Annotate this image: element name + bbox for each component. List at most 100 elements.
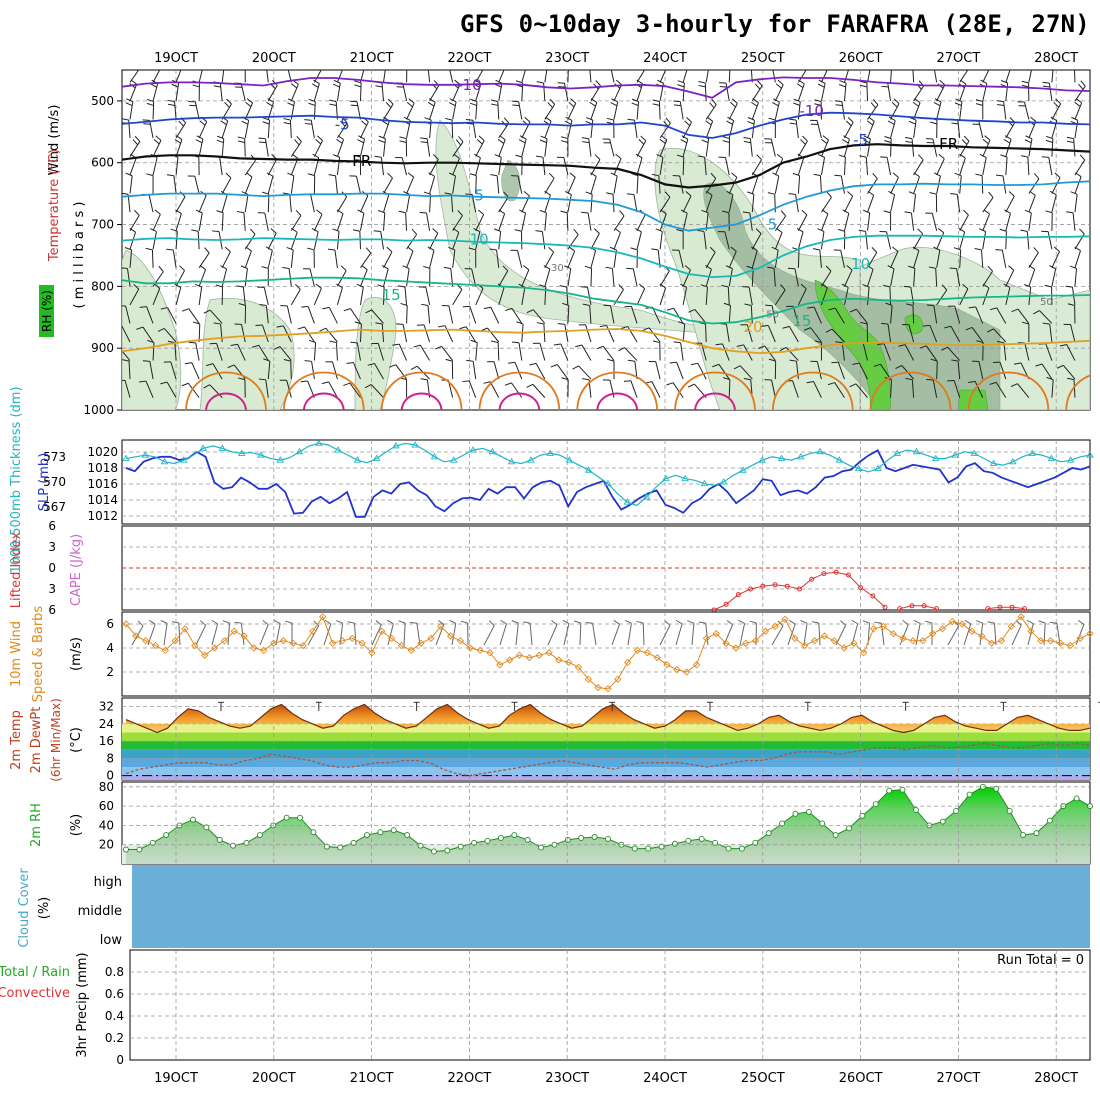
wind-barb (209, 309, 223, 324)
wind-barb (452, 158, 460, 176)
wind-barb (682, 70, 688, 83)
wind-barb-flag (465, 118, 473, 121)
wind-barb (936, 289, 948, 306)
wind-barb-flag (1000, 154, 1008, 158)
wind-barb-flag (332, 154, 340, 158)
wind-barb-flag (752, 98, 759, 103)
wind-barb-flag (838, 84, 846, 88)
wind-barb (936, 84, 946, 102)
wind-barb (636, 157, 643, 176)
contour-label: FR (939, 135, 958, 153)
wind-barb (567, 176, 576, 194)
wind-barb (819, 249, 822, 268)
wind-barb (1028, 212, 1032, 231)
wind-barb-flag (859, 155, 867, 158)
wind-barb (286, 380, 292, 398)
wind-barb (563, 83, 569, 102)
precip-panel: 00.20.40.60.8 Run Total = 0 (105, 949, 1091, 1067)
wind-barb (127, 194, 131, 213)
wind-barb-flag (1045, 210, 1053, 214)
wind-barb-flag (204, 247, 210, 254)
wind-barb (313, 342, 317, 361)
wind-barb-flag (560, 210, 568, 214)
wind-barb-flag (333, 79, 341, 84)
wind-barb (359, 323, 362, 343)
wind-speed-point (466, 644, 474, 652)
wind-barb-flag (837, 228, 845, 232)
contour-label: 50 (1040, 297, 1053, 308)
wind-barb-flag (772, 102, 779, 107)
wind-barb-flag (137, 620, 144, 627)
wind-barb (751, 176, 759, 194)
isotherm-line (122, 76, 1090, 99)
wind-barb-flag (1038, 620, 1046, 624)
wind-barb (728, 305, 731, 324)
wind-barb-flag (406, 101, 413, 108)
wind-barb (475, 214, 485, 231)
wind-speed-point (1086, 629, 1094, 638)
wind-barb-flag (1059, 344, 1067, 347)
wind-barb (795, 120, 799, 139)
rh-point (792, 810, 799, 817)
wind-barb-flag (561, 377, 569, 381)
thickness-marker (662, 474, 670, 482)
rh-point (136, 846, 143, 853)
wind-barb-flag (906, 303, 914, 306)
warm-contour (576, 371, 659, 410)
wind-barb (258, 345, 269, 361)
wind-barb (290, 141, 302, 157)
wind-barb (221, 177, 232, 194)
hot-contour (694, 392, 736, 410)
wind-barb (1003, 342, 1007, 361)
li-point (933, 606, 939, 612)
wind-barb (496, 249, 500, 268)
wind-barb-flag (328, 174, 336, 177)
wind-barb-flag (504, 382, 512, 386)
isotherm-line (122, 111, 1090, 139)
tick-label: 16 (99, 734, 114, 748)
wind-barb (1039, 310, 1053, 324)
wind-barb (425, 287, 431, 306)
wind-barb-flag (547, 102, 553, 109)
wind-barb-flag (466, 359, 474, 362)
wind-barb (835, 625, 847, 646)
cloud-unit: (%) (37, 897, 52, 920)
wind-barb-flag (974, 248, 982, 251)
wind-barb (489, 381, 500, 398)
wind-barb (705, 323, 707, 343)
thickness-marker (141, 451, 150, 458)
wind-barb-flag (807, 306, 815, 309)
wind-speed-point (299, 641, 307, 650)
wind-barb (589, 70, 592, 83)
wind-barb (751, 268, 754, 287)
wind-barb-flag (789, 122, 797, 125)
wind-barb-flag (259, 303, 267, 307)
wind-barb-flag (652, 103, 660, 106)
contour-label: -5 (335, 115, 350, 133)
tick-label: 567 (43, 500, 66, 514)
wind-barb-flag (709, 246, 716, 253)
wind-barb-flag (1053, 101, 1060, 108)
wind-barb-flag (538, 284, 546, 288)
wind-barb-flag (407, 246, 414, 252)
wind-barb (728, 251, 737, 269)
wind-barb-flag (365, 309, 372, 314)
wind-barb-flag (375, 85, 383, 88)
wind-ylabel: 10m Wind (9, 621, 24, 687)
wind-barb-flag (594, 154, 601, 160)
wind-barb (129, 158, 137, 176)
wind-barb-flag (262, 121, 270, 125)
wind-barb (978, 120, 984, 139)
wind-barb-flag (585, 121, 593, 125)
wind-barb-flag (283, 118, 291, 121)
wind-barb-flag (933, 246, 941, 251)
wind-barb (387, 623, 394, 646)
wind-barb-flag (827, 70, 828, 71)
wind-barb-flag (872, 173, 878, 179)
wind-barb (310, 194, 315, 213)
wind-barb-flag (825, 265, 832, 272)
wind-barb (448, 305, 454, 324)
